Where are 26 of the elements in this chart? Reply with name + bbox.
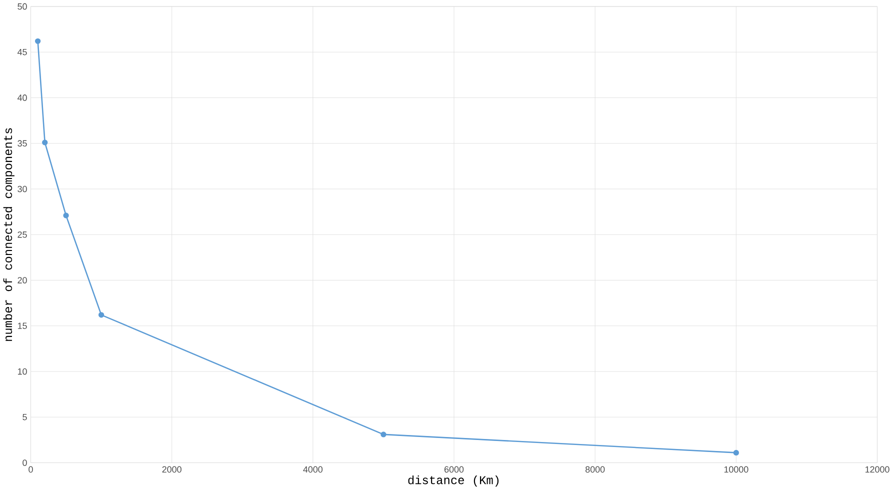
y-tick-label: 25 [18, 232, 27, 238]
x-tick-label: 0 [28, 466, 33, 473]
y-tick-label: 15 [18, 322, 27, 330]
y-tick-label: 50 [18, 3, 27, 10]
point [380, 432, 386, 438]
y-tick-label: 20 [18, 277, 27, 284]
point [98, 312, 104, 318]
x-tick-label: 6000 [444, 466, 464, 473]
point [63, 212, 69, 218]
y-tick-label: 35 [18, 140, 27, 147]
y-tick-label: 40 [17, 94, 27, 101]
y-tick-label: 5 [22, 414, 27, 420]
x-tick-label: 4000 [303, 466, 323, 473]
point [733, 450, 739, 456]
x-tick-label: 12000 [865, 466, 890, 473]
x-tick-label: 8000 [586, 466, 605, 473]
y-axis-title: number of connected components [3, 128, 14, 342]
x-tick-label: 10000 [724, 466, 748, 473]
point [34, 38, 41, 44]
y-tick-label: 45 [17, 49, 27, 56]
y-tick-label: 30 [18, 186, 27, 192]
y-tick-label: 0 [22, 460, 27, 466]
x-tick-label: 2000 [162, 466, 182, 473]
y-tick-label: 10 [18, 368, 27, 375]
point [42, 140, 48, 146]
x-axis-title: distance (Km) [408, 476, 499, 487]
